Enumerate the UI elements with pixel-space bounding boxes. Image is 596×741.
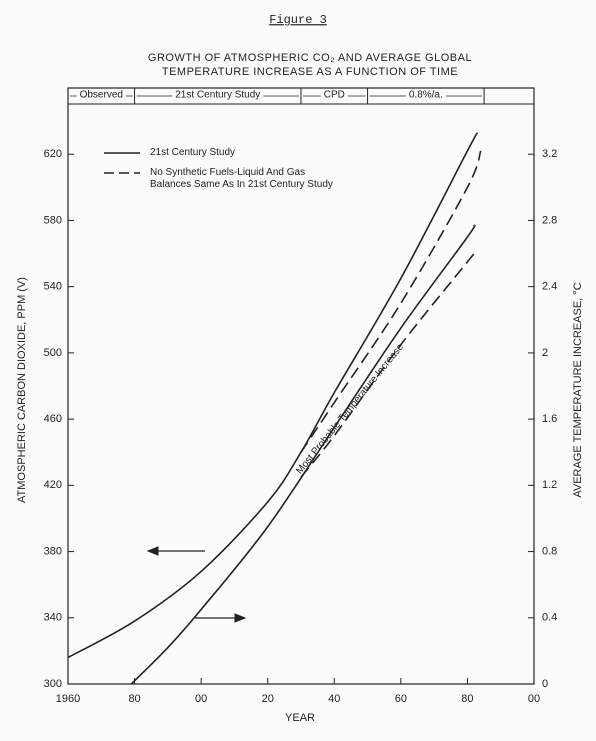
period-label: Observed <box>80 90 123 101</box>
y2-tick-label: 2.8 <box>542 214 557 226</box>
x-tick-label: 00 <box>195 693 207 705</box>
arrow <box>146 546 247 623</box>
y2-tick-label: 3.2 <box>542 148 557 160</box>
y-axis-label: ATMOSPHERIC CARBON DIOXIDE, PPM (V) <box>16 277 28 503</box>
x-tick-label: 40 <box>328 693 340 705</box>
period-label-bg <box>76 89 126 102</box>
chart-title: GROWTH OF ATMOSPHERIC CO₂ AND AVERAGE GL… <box>148 52 472 64</box>
period-label: 0.8%/a. <box>409 90 443 101</box>
legend-label: No Synthetic Fuels-Liquid And Gas Balanc… <box>150 167 333 190</box>
y-tick-label: 500 <box>44 347 62 359</box>
annotation: Most Probable Temperature Increase <box>294 341 406 476</box>
x-axis-label: YEAR <box>285 712 315 724</box>
x-tick-label: 80 <box>128 693 140 705</box>
y2-tick-label: 2 <box>542 347 548 359</box>
period-label: 21st Century Study <box>175 90 260 101</box>
y2-tick-label: 2.4 <box>542 281 557 293</box>
chart-title: TEMPERATURE INCREASE AS A FUNCTION OF TI… <box>162 66 458 78</box>
y-tick-label: 420 <box>44 479 62 491</box>
x-tick-label: 80 <box>461 693 473 705</box>
y-tick-label: 620 <box>44 148 62 160</box>
y2-axis-label: AVERAGE TEMPERATURE INCREASE, °C <box>572 282 584 497</box>
x-tick-label: 20 <box>262 693 274 705</box>
y-tick-label: 300 <box>44 678 62 690</box>
series-line <box>67 132 479 659</box>
y2-tick-label: 1.2 <box>542 479 557 491</box>
figure-label: Figure 3 <box>269 13 327 27</box>
y-tick-label: 580 <box>44 214 62 226</box>
y-tick-label: 460 <box>44 413 62 425</box>
period-label-bg <box>172 89 264 102</box>
y2-tick-label: 0 <box>542 678 548 690</box>
x-tick-label: 00 <box>528 693 540 705</box>
y-tick-label: 380 <box>44 545 62 557</box>
x-tick-label: 60 <box>395 693 407 705</box>
y2-tick-label: 1.6 <box>542 413 557 425</box>
period-label-bg <box>320 89 348 102</box>
y-tick-label: 540 <box>44 281 62 293</box>
series-line <box>300 251 476 478</box>
y2-tick-label: 0.4 <box>542 612 557 624</box>
series-line <box>130 224 476 685</box>
period-label-bg <box>405 89 446 102</box>
arrow-head <box>234 613 247 623</box>
y-tick-label: 340 <box>44 612 62 624</box>
y2-tick-label: 0.8 <box>542 545 557 557</box>
arrow-head <box>146 546 159 556</box>
legend-label: 21st Century Study <box>150 147 236 158</box>
x-tick-label: 1960 <box>56 693 80 705</box>
period-label: CPD <box>324 90 345 101</box>
series-line <box>300 150 482 453</box>
